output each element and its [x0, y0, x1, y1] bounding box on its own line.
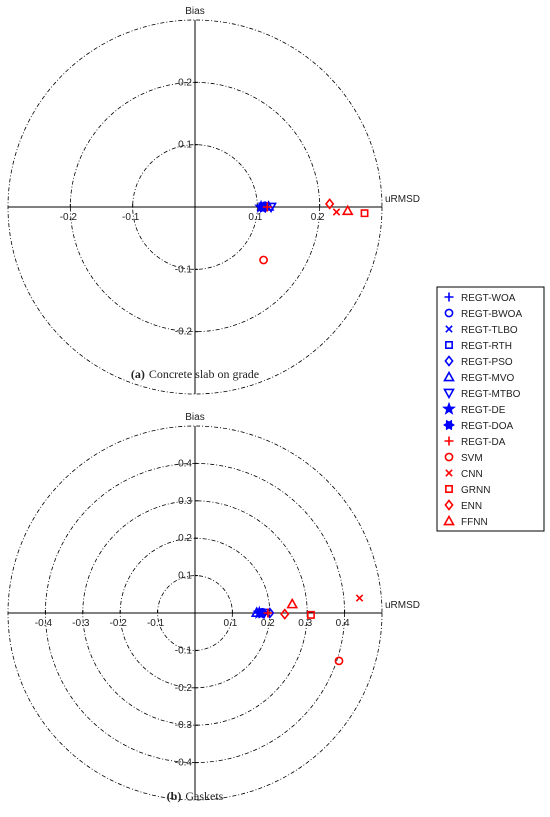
x-tick-label: -0.4 [35, 618, 53, 629]
y-tick-label: 0.1 [178, 571, 192, 582]
x-tick-label: 0.2 [311, 212, 325, 223]
marker [306, 610, 315, 619]
legend-marker [442, 401, 456, 415]
x-tick-label: 0.2 [261, 618, 275, 629]
legend-label: REGT-PSO [461, 357, 513, 368]
legend-marker [443, 388, 455, 400]
marker [259, 255, 268, 265]
marker [280, 608, 290, 620]
legend-box [436, 286, 545, 532]
legend-marker [444, 292, 454, 302]
marker [341, 204, 354, 216]
marker [255, 608, 268, 619]
caption-label: (a) [131, 367, 145, 381]
legend-label: SVM [461, 453, 483, 464]
y-tick-label: -0.2 [175, 327, 193, 338]
y-tick-label: -0.2 [175, 683, 193, 694]
legend-marker [445, 341, 453, 349]
x-tick-label: 0.1 [248, 212, 262, 223]
marker [334, 656, 344, 666]
legend-marker [444, 452, 454, 462]
caption-text: Concrete slab on grade [149, 367, 259, 381]
marker [325, 198, 335, 210]
marker [263, 608, 273, 618]
y-tick-label: 0.2 [178, 77, 192, 88]
x-tick-label: -0.3 [72, 618, 90, 629]
x-tick-label: -0.1 [122, 212, 140, 223]
legend-label: REGT-DE [461, 405, 506, 416]
caption: (b) Gaskets [167, 789, 224, 803]
x-tick-label: -0.2 [110, 618, 128, 629]
legend-marker [444, 499, 454, 511]
caption: (a) Concrete slab on grade [131, 367, 259, 381]
legend-marker [445, 325, 453, 333]
legend-marker [444, 355, 454, 367]
y-tick-label: -0.3 [175, 720, 193, 731]
legend-marker [445, 485, 453, 493]
legend-label: CNN [461, 469, 483, 480]
legend-marker [442, 419, 456, 431]
y-tick-label: 0.1 [178, 140, 192, 151]
x-tick-label: 0.4 [336, 618, 350, 629]
caption-text: Gaskets [185, 789, 223, 803]
legend-label: REGT-DA [461, 437, 506, 448]
legend-label: REGT-MTBO [461, 389, 521, 400]
legend-marker [444, 308, 454, 318]
legend-label: REGT-DOA [461, 421, 514, 432]
marker [286, 597, 299, 609]
legend-marker [443, 370, 455, 382]
legend-label: REGT-MVO [461, 373, 515, 384]
y-tick-label: -0.4 [175, 758, 193, 769]
y-tick-label: 0.4 [178, 458, 192, 469]
legend-marker [444, 436, 454, 446]
x-axis-label: uRMSD [385, 600, 420, 611]
x-tick-label: -0.2 [60, 212, 78, 223]
y-axis-label: Bias [185, 412, 204, 423]
legend-label: REGT-TLBO [461, 325, 518, 336]
y-axis-label: Bias [185, 6, 204, 17]
legend-label: ENN [461, 501, 482, 512]
y-tick-label: 0.3 [178, 496, 192, 507]
marker [332, 208, 341, 216]
legend-marker [443, 514, 455, 526]
y-tick-label: 0.2 [178, 533, 192, 544]
x-tick-label: 0.3 [298, 618, 312, 629]
x-tick-label: -0.1 [147, 618, 165, 629]
legend-label: REGT-WOA [461, 293, 516, 304]
legend-label: GRNN [461, 485, 490, 496]
y-tick-label: -0.1 [175, 264, 193, 275]
y-tick-label: -0.1 [175, 645, 193, 656]
legend-label: REGT-BWOA [461, 309, 522, 320]
marker [355, 594, 364, 602]
x-axis-label: uRMSD [385, 194, 420, 205]
legend-marker [445, 469, 453, 477]
legend-label: FFNN [461, 517, 488, 528]
legend-label: REGT-RTH [461, 341, 512, 352]
caption-label: (b) [167, 789, 182, 803]
marker [360, 209, 369, 218]
x-tick-label: 0.1 [223, 618, 237, 629]
marker [262, 202, 272, 212]
